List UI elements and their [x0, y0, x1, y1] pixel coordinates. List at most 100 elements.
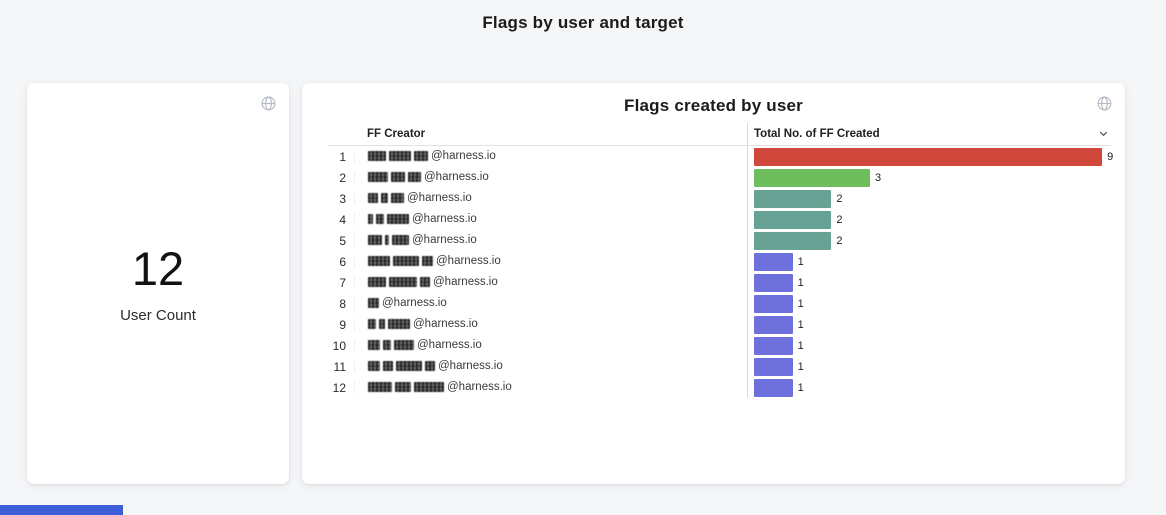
table-header-row: FF Creator Total No. of FF Created: [328, 123, 1111, 146]
ff-creator-cell: @harness.io: [354, 381, 747, 394]
bar-value-label: 2: [836, 234, 843, 247]
row-index: 1: [339, 149, 346, 164]
row-index: 8: [339, 296, 346, 311]
row-index: 9: [339, 317, 346, 332]
row-index: 10: [332, 338, 346, 353]
bar-value-label: 1: [797, 339, 804, 352]
bar[interactable]: [754, 252, 793, 271]
row-index: 3: [339, 191, 346, 206]
row-index: 6: [339, 254, 346, 269]
row-index: 7: [339, 275, 346, 290]
email-suffix: @harness.io: [436, 255, 501, 268]
bar-value-label: 1: [797, 297, 804, 310]
bar-cell: 1: [747, 293, 1111, 314]
bar-cell: 2: [747, 230, 1111, 251]
email-suffix: @harness.io: [438, 360, 503, 373]
table-row: 11 @harness.io 1: [328, 356, 1111, 377]
bar[interactable]: [754, 336, 793, 355]
redacted-email-text: [368, 340, 417, 352]
redacted-email-text: [368, 193, 407, 205]
header-ff-creator[interactable]: FF Creator: [367, 128, 426, 140]
email-suffix: @harness.io: [413, 318, 478, 331]
bar-value-label: 1: [797, 255, 804, 268]
bar[interactable]: [754, 378, 793, 397]
ff-creator-cell: @harness.io: [354, 150, 747, 163]
redacted-email-text: [368, 319, 413, 331]
globe-icon[interactable]: [1095, 94, 1113, 112]
bar[interactable]: [754, 231, 832, 250]
table-row: 7 @harness.io 1: [328, 272, 1111, 293]
bar-value-label: 9: [1107, 150, 1114, 163]
table-row: 6 @harness.io 1: [328, 251, 1111, 272]
email-suffix: @harness.io: [431, 150, 496, 163]
bar-cell: 2: [747, 188, 1111, 209]
bar-cell: 1: [747, 314, 1111, 335]
page-title: Flags by user and target: [482, 13, 684, 32]
redacted-email-text: [368, 256, 436, 268]
user-count-label: User Count: [120, 307, 196, 324]
bar-value-label: 1: [797, 360, 804, 373]
bar-cell: 1: [747, 251, 1111, 272]
ff-creator-cell: @harness.io: [354, 318, 747, 331]
chevron-down-icon[interactable]: [1098, 128, 1109, 139]
ff-creator-cell: @harness.io: [354, 339, 747, 352]
bar[interactable]: [754, 357, 793, 376]
redacted-email-text: [368, 298, 382, 310]
row-index: 5: [339, 233, 346, 248]
email-suffix: @harness.io: [433, 276, 498, 289]
globe-icon[interactable]: [259, 94, 277, 112]
ff-creator-cell: @harness.io: [354, 255, 747, 268]
bar[interactable]: [754, 294, 793, 313]
bar-cell: 1: [747, 377, 1111, 398]
bar-cell: 1: [747, 356, 1111, 377]
email-suffix: @harness.io: [417, 339, 482, 352]
bar[interactable]: [754, 168, 871, 187]
ff-creator-cell: @harness.io: [354, 276, 747, 289]
flags-table: FF Creator Total No. of FF Created 1 @ha…: [328, 123, 1114, 398]
table-row: 3 @harness.io 2: [328, 188, 1111, 209]
redacted-email-text: [368, 277, 433, 289]
ff-creator-cell: @harness.io: [354, 360, 747, 373]
user-count-card: 12 User Count: [27, 83, 289, 484]
ff-creator-cell: @harness.io: [354, 213, 747, 226]
row-index: 2: [339, 170, 346, 185]
user-count-value: 12: [131, 242, 185, 295]
row-index: 11: [333, 359, 346, 374]
email-suffix: @harness.io: [407, 192, 472, 205]
row-index: 12: [332, 380, 346, 395]
bar-cell: 3: [747, 167, 1111, 188]
table-body: 1 @harness.io 9 2 @harness.io 3 3 @harne…: [328, 146, 1114, 398]
redacted-email-text: [368, 382, 447, 394]
bar-cell: 2: [747, 209, 1111, 230]
bar[interactable]: [754, 147, 1103, 166]
email-suffix: @harness.io: [424, 171, 489, 184]
bar-cell: 1: [747, 272, 1111, 293]
header-total-label: Total No. of FF Created: [754, 128, 880, 140]
bar[interactable]: [754, 189, 832, 208]
ff-creator-cell: @harness.io: [354, 297, 747, 310]
bar-value-label: 3: [875, 171, 882, 184]
table-row: 10 @harness.io 1: [328, 335, 1111, 356]
table-row: 4 @harness.io 2: [328, 209, 1111, 230]
table-row: 5 @harness.io 2: [328, 230, 1111, 251]
redacted-email-text: [368, 235, 412, 247]
redacted-email-text: [368, 361, 438, 373]
redacted-email-text: [368, 172, 424, 184]
header-total-ff-created[interactable]: Total No. of FF Created: [747, 123, 1111, 145]
bar-cell: 1: [747, 335, 1111, 356]
bar[interactable]: [754, 210, 832, 229]
bar-value-label: 1: [797, 318, 804, 331]
bar-cell: 9: [747, 146, 1114, 167]
bottom-blue-strip: [0, 505, 123, 515]
redacted-email-text: [368, 151, 431, 163]
table-row: 2 @harness.io 3: [328, 167, 1111, 188]
bar-value-label: 1: [797, 381, 804, 394]
table-row: 8 @harness.io 1: [328, 293, 1111, 314]
bar[interactable]: [754, 273, 793, 292]
card-title: Flags created by user: [624, 96, 803, 115]
email-suffix: @harness.io: [412, 234, 477, 247]
email-suffix: @harness.io: [412, 213, 477, 226]
bar-value-label: 2: [836, 192, 843, 205]
bar[interactable]: [754, 315, 793, 334]
bar-value-label: 2: [836, 213, 843, 226]
